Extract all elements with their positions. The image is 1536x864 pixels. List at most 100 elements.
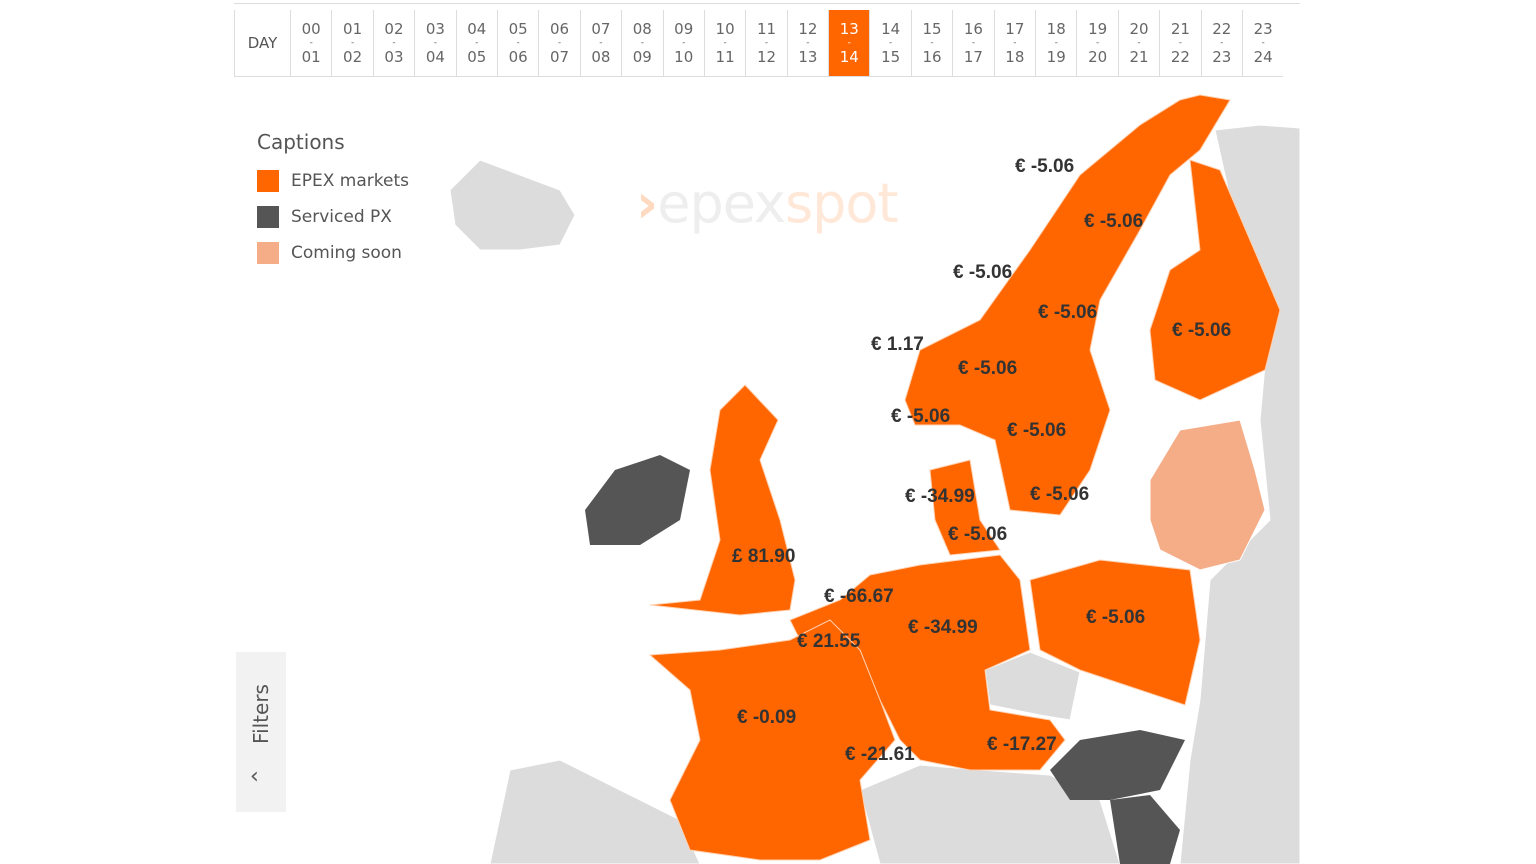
legend-epex-markets: EPEX markets	[257, 170, 409, 192]
price-label: € -5.06	[1084, 211, 1144, 232]
region-hungary[interactable]	[1050, 730, 1185, 800]
price-label: € -5.06	[1038, 302, 1098, 323]
slot-start: 19	[1088, 19, 1108, 38]
region-denmark[interactable]	[929, 459, 1001, 556]
slot-start: 16	[963, 19, 983, 38]
slot-end: 02	[343, 47, 363, 66]
hour-slot[interactable]: 06-07	[538, 10, 579, 76]
price-label: € -5.06	[891, 406, 951, 427]
slot-dash: -	[723, 38, 727, 48]
hour-slot[interactable]: 07-08	[579, 10, 621, 76]
slot-dash: -	[930, 38, 934, 48]
region-poland[interactable]	[1029, 559, 1201, 706]
legend-coming-soon: Coming soon	[257, 242, 409, 264]
slot-start: 18	[1046, 19, 1066, 38]
region-finland[interactable]	[1149, 159, 1281, 401]
slot-end: 03	[384, 47, 404, 66]
hour-slot[interactable]: 16-17	[952, 10, 993, 76]
region-nordics[interactable]	[904, 94, 1231, 516]
slot-end: 04	[425, 47, 445, 66]
price-label: € -0.09	[737, 707, 797, 728]
hour-slot[interactable]: 17-18	[993, 10, 1035, 76]
slot-end: 23	[1212, 47, 1232, 66]
hour-slot[interactable]: 01-02	[331, 10, 372, 76]
slot-dash: -	[1095, 38, 1100, 48]
price-label: € -17.27	[987, 734, 1057, 755]
slot-start: 11	[756, 19, 777, 38]
slot-dash: -	[1261, 38, 1265, 48]
legend-serviced-px: Serviced PX	[257, 206, 409, 228]
price-label: € -34.99	[908, 617, 978, 638]
slot-end: 15	[881, 47, 901, 66]
czechia	[984, 651, 1081, 721]
slot-dash: -	[1054, 38, 1058, 48]
slot-end: 07	[549, 47, 570, 66]
slot-dash: -	[433, 38, 437, 48]
region-france[interactable]	[648, 619, 896, 861]
price-label: € 1.17	[871, 334, 924, 355]
filters-toggle[interactable]: Filters ‹	[236, 652, 286, 812]
top-divider	[234, 3, 1300, 4]
hour-slot[interactable]: 21-22	[1159, 10, 1200, 76]
price-label: € -5.06	[1172, 320, 1232, 341]
chevron-left-icon: ‹	[250, 764, 259, 789]
slot-dash: -	[682, 38, 686, 48]
day-button[interactable]: DAY	[247, 34, 278, 52]
price-label: € -5.06	[953, 262, 1013, 283]
hour-slot[interactable]: 22-23	[1200, 10, 1242, 76]
region-baltics[interactable]	[1149, 419, 1266, 571]
slot-dash: -	[516, 38, 520, 48]
slot-dash: -	[392, 38, 396, 48]
price-label: € -5.06	[1007, 420, 1067, 441]
hour-slot[interactable]: 12-13	[786, 10, 828, 76]
slot-start: 21	[1170, 19, 1190, 38]
hour-slot[interactable]: 18-19	[1035, 10, 1076, 76]
slot-start: 07	[591, 19, 611, 38]
hour-slot[interactable]: 13-14	[828, 10, 870, 76]
slot-end: 18	[1005, 47, 1025, 66]
slot-start: 22	[1212, 19, 1232, 38]
hour-slot[interactable]: 14-15	[869, 10, 910, 76]
hour-slot[interactable]: 02-03	[372, 10, 414, 76]
region-ireland[interactable]	[585, 455, 690, 545]
hour-slot[interactable]: 15-16	[910, 10, 952, 76]
legend-label: Serviced PX	[291, 207, 392, 227]
slot-dash: -	[971, 38, 976, 48]
hour-slot[interactable]: 19-20	[1076, 10, 1117, 76]
slot-end: 11	[715, 47, 735, 66]
hour-slot[interactable]: 00-01	[290, 10, 331, 76]
slot-start: 13	[839, 19, 859, 38]
slot-end: 14	[839, 47, 859, 66]
hour-slot[interactable]: 20-21	[1117, 10, 1159, 76]
slot-dash: -	[889, 38, 893, 48]
hour-slot[interactable]: 09-10	[662, 10, 704, 76]
hour-slot[interactable]: 08-09	[621, 10, 662, 76]
slot-dash: -	[847, 38, 851, 48]
swatch-icon	[257, 242, 279, 264]
slot-end: 22	[1170, 47, 1190, 66]
slot-start: 04	[467, 19, 487, 38]
price-label: € -5.06	[958, 358, 1018, 379]
hour-slot[interactable]: 10-11	[703, 10, 745, 76]
hour-slot[interactable]: 23-24	[1241, 10, 1283, 76]
swatch-icon	[257, 170, 279, 192]
region-great-britain[interactable]	[649, 384, 796, 616]
hour-slot[interactable]: 04-05	[455, 10, 497, 76]
hour-slot[interactable]: 05-06	[496, 10, 538, 76]
slot-dash: -	[1137, 38, 1141, 48]
slot-start: 17	[1005, 19, 1025, 38]
slot-dash: -	[350, 38, 355, 48]
slot-end: 12	[756, 47, 777, 66]
price-label: € -5.06	[948, 524, 1008, 545]
slot-end: 08	[591, 47, 611, 66]
hour-slot[interactable]: 03-04	[414, 10, 455, 76]
slot-start: 02	[384, 19, 404, 38]
region-serbia[interactable]	[1110, 795, 1180, 864]
slot-end: 20	[1088, 47, 1108, 66]
legend-label: EPEX markets	[291, 171, 409, 191]
epexspot-logo: ›epexspot	[636, 172, 899, 235]
slot-start: 20	[1129, 19, 1149, 38]
slot-end: 19	[1046, 47, 1066, 66]
hour-slot[interactable]: 11-12	[745, 10, 786, 76]
